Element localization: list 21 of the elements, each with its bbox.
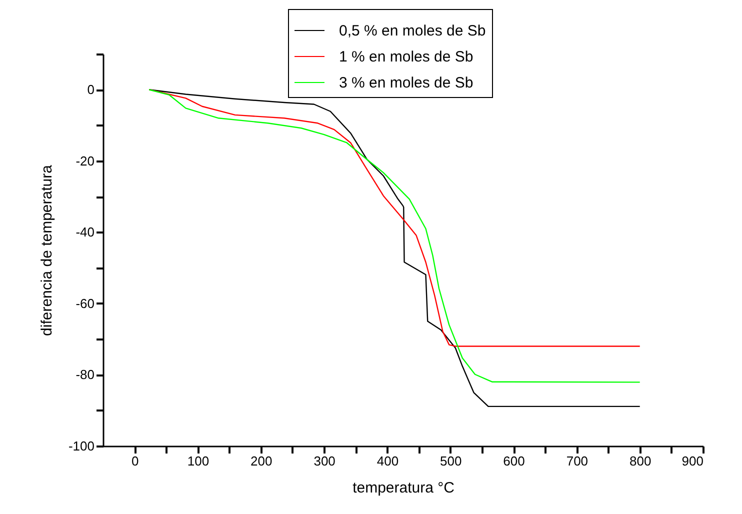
x-tick-label: 600 bbox=[503, 454, 525, 468]
x-tick-label: 0 bbox=[131, 454, 139, 468]
x-tick-label: 300 bbox=[314, 454, 336, 468]
x-tick-label: 200 bbox=[250, 454, 272, 468]
x-axis-title: temperatura °C bbox=[352, 480, 455, 496]
x-tick-label: 700 bbox=[566, 454, 588, 468]
legend-label: 3 % en moles de Sb bbox=[339, 74, 474, 92]
y-tick-label: -80 bbox=[76, 367, 94, 382]
y-axis-title: diferencia de temperatura bbox=[38, 164, 56, 336]
y-tick-label: -100 bbox=[68, 438, 94, 454]
x-tick-label: 500 bbox=[440, 454, 462, 468]
legend-label: 1 % en moles de Sb bbox=[339, 48, 474, 66]
legend-label: 0,5 % en moles de Sb bbox=[339, 22, 486, 40]
y-tick-label: -60 bbox=[76, 296, 94, 311]
x-tick-label: 900 bbox=[682, 454, 704, 468]
x-tick-label: 100 bbox=[187, 454, 210, 468]
y-tick-label: 0 bbox=[87, 82, 94, 98]
y-tick-label: -40 bbox=[76, 224, 94, 240]
x-tick-label: 400 bbox=[376, 454, 399, 468]
x-tick-label: 800 bbox=[629, 454, 652, 468]
y-tick-label: -20 bbox=[76, 153, 94, 168]
